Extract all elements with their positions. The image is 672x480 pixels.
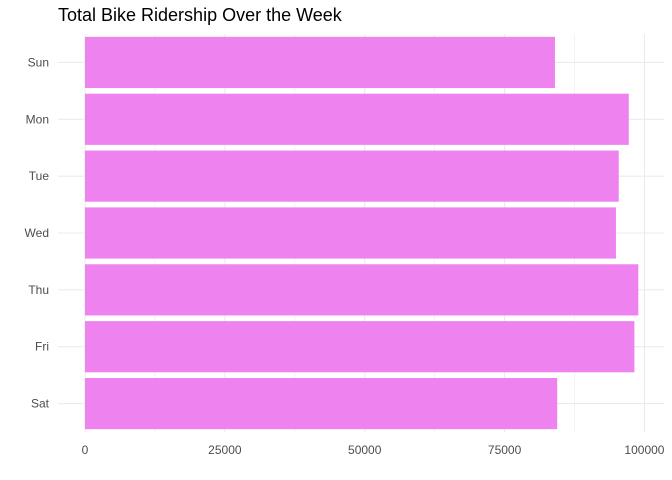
chart-title: Total Bike Ridership Over the Week xyxy=(58,5,342,25)
x-tick-label: 50000 xyxy=(348,443,382,457)
bar-thu xyxy=(85,264,639,316)
bar-tue xyxy=(85,150,619,202)
bar-sat xyxy=(85,377,558,430)
x-tick-label: 0 xyxy=(82,443,89,457)
bar-mon xyxy=(85,93,629,145)
y-tick-label: Thu xyxy=(28,283,49,297)
y-tick-label: Sat xyxy=(31,397,50,411)
bar-fri xyxy=(85,321,635,373)
x-tick-label: 75000 xyxy=(488,443,522,457)
y-tick-label: Wed xyxy=(25,226,49,240)
bar-wed xyxy=(85,207,616,259)
y-tick-label: Sun xyxy=(28,55,49,69)
y-tick-label: Mon xyxy=(26,112,49,126)
x-tick-label: 100000 xyxy=(624,443,664,457)
y-tick-label: Tue xyxy=(29,169,50,183)
y-tick-label: Fri xyxy=(35,340,49,354)
x-tick-label: 25000 xyxy=(208,443,242,457)
bar-sun xyxy=(85,36,555,89)
